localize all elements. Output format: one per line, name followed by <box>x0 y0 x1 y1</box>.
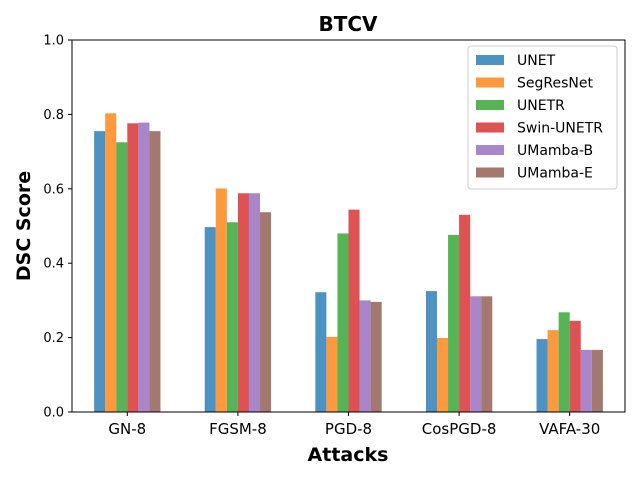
legend-box <box>467 45 618 190</box>
chart-title: BTCV <box>318 12 378 36</box>
bars-group <box>94 113 603 413</box>
bar-fgsm-8-umamba-b <box>248 193 261 412</box>
legend-swatch-unetr <box>476 100 504 110</box>
bar-gn-8-unet <box>94 131 106 412</box>
legend-label-swin-unetr: Swin-UNETR <box>517 121 603 137</box>
bar-gn-8-swin-unetr <box>127 123 139 412</box>
bar-pgd-8-segresnet <box>326 336 338 412</box>
bar-vafa-30-segresnet <box>547 330 559 412</box>
plot-frame <box>71 39 626 413</box>
bar-pgd-8-swin-unetr <box>348 209 360 412</box>
bar-vafa-30-unetr <box>558 312 570 412</box>
bar-fgsm-8-unet <box>204 227 216 412</box>
y-tick-label: 0.6 <box>43 182 64 197</box>
bar-fgsm-8-swin-unetr <box>237 193 249 412</box>
x-axis-label: Attacks <box>308 444 389 466</box>
x-tick-label: PGD-8 <box>325 420 372 438</box>
x-tick-label: CosPGD-8 <box>422 420 497 438</box>
bar-gn-8-umamba-e <box>149 131 161 412</box>
bar-pgd-8-unetr <box>337 233 349 412</box>
x-tick-label: VAFA-30 <box>539 420 600 438</box>
legend-label-umamba-e: UMamba-E <box>517 166 593 182</box>
y-tick-label: 1.0 <box>43 34 64 49</box>
bar-fgsm-8-umamba-e <box>260 212 272 412</box>
bar-pgd-8-unet <box>315 292 327 412</box>
bar-cospgd-8-umamba-b <box>470 296 482 412</box>
bar-gn-8-unetr <box>116 142 128 413</box>
legend-swatch-segresnet <box>476 77 504 88</box>
bar-vafa-30-umamba-b <box>580 349 592 412</box>
bar-pgd-8-umamba-e <box>370 301 382 412</box>
x-ticks-group: GN-8 FGSM-8 PGD-8 CosPGD-8 VAFA-30 <box>108 412 600 438</box>
bar-vafa-30-unet <box>536 339 548 412</box>
y-tick-label: 0.0 <box>43 406 64 421</box>
y-tick-label: 0.4 <box>43 257 64 272</box>
legend-label-unet: UNET <box>517 53 556 69</box>
bar-pgd-8-umamba-b <box>359 300 371 412</box>
legend-label-unetr: UNETR <box>517 98 565 114</box>
y-ticks-group: 0.0 0.2 0.4 0.6 0.8 1.0 <box>43 34 72 421</box>
legend-swatch-umamba-b <box>476 145 504 155</box>
bar-vafa-30-swin-unetr <box>569 320 581 412</box>
bar-cospgd-8-unetr <box>448 234 460 412</box>
x-tick-label: GN-8 <box>108 420 146 438</box>
legend: UNET SegResNet UNETR Swin-UNETR UMamba-B UMam… <box>467 45 618 190</box>
bar-gn-8-segresnet <box>105 113 117 412</box>
bar-cospgd-8-unet <box>425 291 437 412</box>
y-tick-label: 0.8 <box>43 108 64 123</box>
x-tick-label: FGSM-8 <box>209 420 267 438</box>
legend-label-segresnet: SegResNet <box>517 76 593 92</box>
bar-fgsm-8-unetr <box>226 222 238 412</box>
bar-fgsm-8-segresnet <box>215 188 227 412</box>
legend-label-umamba-b: UMamba-B <box>517 143 593 159</box>
bar-cospgd-8-swin-unetr <box>459 214 471 412</box>
bar-vafa-30-umamba-e <box>591 349 603 412</box>
legend-swatch-swin-unetr <box>476 122 504 133</box>
legend-swatch-unet <box>476 55 504 65</box>
bar-cospgd-8-segresnet <box>436 337 449 412</box>
y-tick-label: 0.2 <box>43 331 64 346</box>
legend-swatch-umamba-e <box>476 167 504 178</box>
bar-gn-8-umamba-b <box>138 122 150 412</box>
bar-cospgd-8-umamba-e <box>481 296 493 412</box>
y-axis-label: DSC Score <box>13 171 35 281</box>
